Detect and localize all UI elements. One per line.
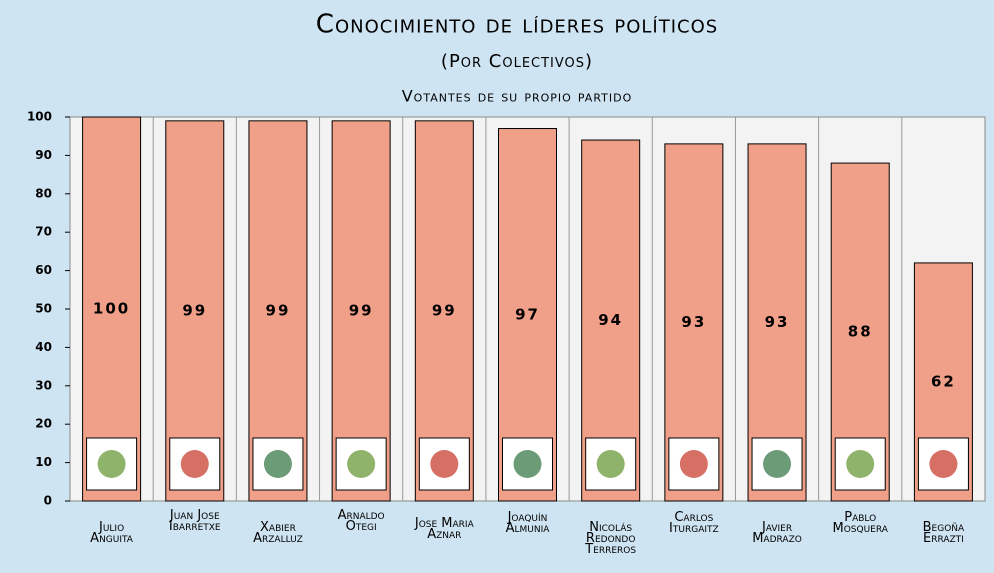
x-tick-label: Nicolás Redondo Terreros	[585, 520, 637, 557]
x-tick-label: Pablo Mosquera	[832, 510, 888, 536]
logo	[917, 437, 969, 491]
chart-subtitle: (Por Colectivos)	[441, 51, 593, 72]
data-label: 99	[266, 301, 291, 319]
logo	[418, 437, 470, 491]
y-tick-label: 40	[35, 340, 52, 354]
data-label: 100	[93, 300, 130, 318]
logo-mark	[679, 450, 708, 478]
logo-mark	[180, 450, 209, 478]
y-tick-label: 90	[35, 148, 52, 162]
logo-mark	[430, 450, 459, 478]
x-tick-label: Javier Madrazo	[752, 520, 802, 546]
data-label: 99	[432, 301, 457, 319]
data-label: 94	[598, 311, 623, 329]
y-tick-label: 20	[35, 417, 52, 431]
data-label: 93	[765, 313, 790, 331]
logo-mark	[929, 450, 958, 478]
data-label: 99	[182, 301, 207, 319]
x-tick-label: Xabier Arzalluz	[253, 520, 303, 546]
data-label: 99	[349, 301, 374, 319]
data-label: 97	[515, 305, 540, 323]
annotation: Votantes de su propio partido	[402, 87, 633, 106]
x-tick-label: Carlos Iturgaitz	[669, 510, 719, 536]
logo-mark	[846, 450, 875, 478]
x-tick-label: Begoña Errazti	[922, 520, 965, 546]
y-tick-label: 30	[35, 378, 52, 392]
data-label: 62	[931, 372, 956, 390]
data-label: 93	[681, 313, 706, 331]
bar	[82, 116, 142, 502]
x-tick-label: Juan Jose Ibarretxe	[168, 508, 221, 534]
y-tick-label: 50	[35, 302, 52, 316]
y-tick-label: 10	[35, 455, 52, 469]
x-tick-label: Julio Anguita	[90, 520, 133, 546]
logo-mark	[596, 450, 625, 478]
y-tick-label: 80	[35, 186, 52, 200]
logo-mark	[763, 450, 792, 478]
data-label: 88	[848, 323, 873, 341]
logo-mark	[263, 450, 292, 478]
x-tick-label: Joaquín Almunia	[505, 510, 550, 536]
y-tick-label: 0	[44, 494, 52, 508]
y-tick-label: 100	[27, 110, 52, 124]
x-tick-label: Jose Maria Aznar	[414, 516, 474, 542]
logo-mark	[347, 450, 376, 478]
logo-mark	[97, 450, 126, 478]
y-tick-label: 60	[35, 263, 52, 277]
y-tick-label: 70	[35, 225, 52, 239]
chart-title: Conocimiento de líderes políticos	[316, 10, 718, 40]
x-tick-label: Arnaldo Otegi	[337, 508, 385, 534]
logo-mark	[513, 450, 542, 478]
